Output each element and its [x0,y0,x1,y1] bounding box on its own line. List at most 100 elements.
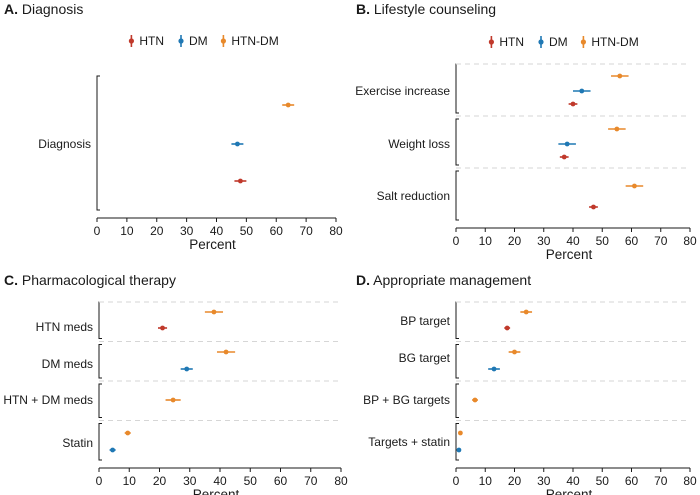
x-axis-title: Percent [546,487,593,495]
point-estimate [579,88,585,94]
point-exercise-increase-htn [568,101,578,107]
row-label-diagnosis: Diagnosis [38,137,91,151]
point-estimate [591,204,596,210]
point-weight-loss-dm [558,141,576,147]
x-tick-label: 40 [566,474,580,488]
point-estimate [564,141,570,147]
legend-label: DM [549,35,568,49]
panel-letter: B. [356,1,370,17]
x-tick-label: 0 [453,234,460,248]
point-estimate [457,430,463,436]
legend-key-dm [538,36,544,48]
point-diagnosis-htn-dm [282,102,295,108]
x-tick-label: 20 [508,234,522,248]
x-tick-label: 10 [479,234,493,248]
row-bracket [455,423,459,461]
row-label-bp-target: BP target [400,314,450,328]
x-tick-label: 0 [453,474,460,488]
x-tick-label: 40 [210,224,224,238]
point-estimate [561,154,567,160]
point-estimate [184,366,190,372]
point-estimate [285,102,291,108]
x-tick-label: 30 [537,234,551,248]
point-estimate [491,366,497,372]
panel-title: A. Diagnosis [4,1,83,17]
point-htn-meds-htn-dm [204,309,224,315]
x-tick-label: 30 [180,224,194,238]
point-estimate [632,183,637,189]
x-tick-label: 80 [683,474,697,488]
point-bp-bg-targets-htn-dm [472,397,478,403]
panel-title: C. Pharmacological therapy [4,272,176,288]
point-statin-htn-dm [124,430,131,436]
row-label-dm-meds: DM meds [42,357,93,371]
point-exercise-increase-htn-dm [611,73,629,79]
row-bracket [455,63,459,114]
point-diagnosis-dm [231,141,244,147]
point-targets-statin-dm [456,447,462,453]
panel-title-text: Appropriate management [370,272,531,288]
panel-title: B. Lifestyle counseling [356,1,496,17]
point-estimate [238,178,243,184]
legend-label: HTN-DM [231,34,278,48]
point-estimate [211,309,217,315]
point-weight-loss-htn-dm [608,126,626,132]
x-axis: 0 10 20 30 40 50 60 70 80 Percent [453,467,697,495]
x-tick-label: 30 [537,474,551,488]
point-estimate [235,141,240,147]
legend-label: HTN [499,35,524,49]
row-label-htn-dm-meds: HTN + DM meds [3,393,93,407]
legend-label: HTN-DM [591,35,638,49]
x-axis: 0 10 20 30 40 50 60 70 80 Percent [94,217,343,252]
x-tick-label: 70 [654,474,668,488]
row-label-targets-statin: Targets + statin [368,435,450,449]
point-htn-dm-meds-htn-dm [165,397,181,403]
row-bracket [98,344,102,379]
row-label-bp-bg-targets: BP + BG targets [363,393,450,407]
row-bracket [98,301,102,339]
point-estimate [110,447,116,453]
point-estimate [614,126,620,132]
point-bg-target-dm [488,366,500,372]
x-tick-label: 60 [625,234,639,248]
point-targets-statin-htn-dm [457,430,463,436]
x-tick-label: 80 [683,234,697,248]
point-diagnosis-htn [234,178,247,184]
point-estimate [570,101,576,107]
panel-title-text: Diagnosis [18,1,83,17]
x-axis-title: Percent [189,237,236,252]
legend-key-htn [128,35,134,47]
x-tick-label: 50 [596,234,610,248]
row-label-weight-loss: Weight loss [388,137,450,151]
x-tick-label: 30 [183,474,197,488]
panel-letter: A. [4,1,18,17]
row-bracket [96,75,100,211]
point-estimate [160,325,165,331]
point-estimate [456,447,462,453]
point-exercise-increase-dm [573,88,591,94]
x-tick-label: 60 [625,474,639,488]
row-bracket [455,344,459,379]
panel-title-text: Lifestyle counseling [370,1,496,17]
x-tick-label: 0 [96,474,103,488]
x-tick-label: 70 [299,224,313,238]
point-dm-meds-htn-dm [216,349,236,355]
panel-appropriate-management: D. Appropriate management BP target BG tar… [356,272,697,495]
row-label-exercise-increase: Exercise increase [355,84,450,98]
point-statin-dm [109,447,116,453]
point-estimate [170,397,176,403]
x-axis-title: Percent [546,247,593,262]
x-tick-label: 20 [153,474,167,488]
x-tick-label: 70 [654,234,668,248]
point-bg-target-htn-dm [508,349,521,355]
panel-diagnosis: A. Diagnosis HTN DM HTN-DM Diagnosis 0 10 20 30 4… [4,1,343,252]
point-weight-loss-htn [559,154,569,160]
point-htn-meds-htn [157,325,168,331]
point-dm-meds-dm [180,366,193,372]
point-estimate [512,349,517,355]
row-bracket [455,118,459,166]
x-tick-label: 60 [274,474,288,488]
legend-key-htn-dm [580,36,587,48]
point-estimate [472,397,478,403]
x-tick-label: 10 [479,474,493,488]
